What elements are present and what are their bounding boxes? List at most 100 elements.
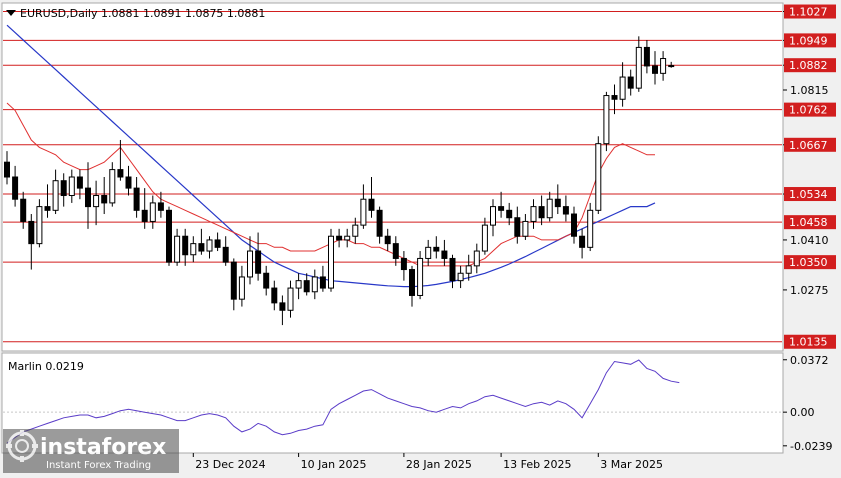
candle-body-down bbox=[166, 209, 172, 263]
candle-body-down bbox=[230, 261, 237, 300]
symbol-header: EURUSD,Daily 1.0881 1.0891 1.0875 1.0881 bbox=[20, 7, 265, 20]
candle-body-down bbox=[125, 176, 132, 189]
candle bbox=[481, 217, 488, 255]
candle bbox=[36, 199, 43, 248]
candle-body-up bbox=[52, 180, 59, 211]
candle-body-up bbox=[295, 280, 302, 289]
candle-body-up bbox=[619, 76, 626, 100]
time-axis: 23 Dec 2024 10 Jan 2025 28 Jan 2025 13 Feb … bbox=[192, 453, 663, 471]
candle-body-up bbox=[473, 250, 480, 267]
candle-body-up bbox=[465, 265, 472, 274]
candle-body-down bbox=[449, 257, 456, 282]
candle bbox=[157, 191, 164, 218]
candle-body-down bbox=[101, 195, 108, 204]
level-tag-1 bbox=[784, 33, 836, 48]
candle-body-down bbox=[384, 235, 391, 245]
candle bbox=[627, 69, 634, 96]
candle-body-down bbox=[579, 235, 586, 248]
candle-body-up bbox=[425, 246, 432, 259]
candle bbox=[263, 265, 270, 296]
candle-body-up bbox=[247, 250, 253, 278]
candle-body-up bbox=[595, 143, 602, 211]
candle bbox=[473, 243, 480, 274]
time-tick-label: 28 Jan 2025 bbox=[406, 458, 472, 471]
candle-body-down bbox=[611, 95, 618, 100]
watermark-brand: instaforex bbox=[40, 435, 166, 460]
candle bbox=[417, 251, 424, 300]
time-tick-label: 10 Jan 2025 bbox=[301, 458, 367, 471]
candle-body-up bbox=[36, 206, 43, 245]
candle bbox=[514, 206, 521, 244]
candle bbox=[44, 184, 51, 218]
symbol-menu-triangle-icon[interactable] bbox=[6, 10, 16, 16]
candle bbox=[603, 91, 610, 152]
candle bbox=[554, 184, 561, 215]
candle bbox=[109, 162, 116, 207]
candle bbox=[311, 269, 318, 300]
candle bbox=[538, 195, 545, 226]
candle bbox=[595, 136, 602, 215]
candle bbox=[190, 236, 197, 263]
candle-body-up bbox=[668, 65, 675, 68]
candle-body-down bbox=[133, 187, 140, 211]
candle-body-down bbox=[271, 287, 278, 304]
candles bbox=[4, 36, 675, 326]
candle bbox=[449, 254, 456, 289]
candle-body-up bbox=[530, 206, 537, 222]
candle-body-up bbox=[206, 239, 213, 252]
candle-body-down bbox=[376, 209, 383, 237]
candle-body-down bbox=[627, 76, 634, 89]
level-tag-label: 1.0135 bbox=[789, 336, 828, 349]
candle bbox=[28, 214, 35, 270]
main-pane[interactable] bbox=[1, 2, 784, 352]
resistance-lines bbox=[3, 11, 782, 343]
candle-body-up bbox=[287, 287, 294, 311]
candle-body-up bbox=[587, 209, 594, 248]
candle bbox=[52, 169, 59, 215]
candle-body-down bbox=[28, 220, 35, 245]
candle bbox=[506, 202, 513, 226]
candle-body-up bbox=[522, 220, 529, 237]
candle bbox=[68, 169, 75, 203]
candle bbox=[571, 206, 577, 244]
candle-body-down bbox=[255, 250, 262, 274]
candle-body-down bbox=[506, 209, 513, 219]
level-tag-label: 1.0882 bbox=[789, 59, 828, 72]
candle bbox=[376, 206, 383, 244]
candle-body-down bbox=[400, 257, 407, 271]
candle-body-up bbox=[603, 95, 610, 145]
candle-body-down bbox=[409, 269, 415, 296]
level-tag-label: 1.0762 bbox=[789, 104, 828, 117]
candle bbox=[93, 180, 100, 226]
candle bbox=[611, 84, 618, 115]
candle-body-up bbox=[352, 224, 359, 237]
candle-body-up bbox=[660, 58, 667, 74]
candle-body-down bbox=[141, 209, 148, 222]
candle-body-up bbox=[93, 195, 100, 208]
time-tick-label: 23 Dec 2024 bbox=[195, 458, 265, 471]
oscillator-label: Marlin 0.0219 bbox=[8, 360, 84, 373]
candle bbox=[117, 139, 124, 181]
candle-body-up bbox=[311, 276, 318, 293]
candle bbox=[198, 228, 205, 255]
candle-body-up bbox=[238, 276, 245, 300]
candle-body-down bbox=[222, 246, 229, 263]
candle-body-down bbox=[441, 250, 448, 259]
candle bbox=[457, 265, 464, 289]
candle-body-down bbox=[368, 198, 375, 211]
candle-body-down bbox=[538, 206, 545, 219]
candle-body-down bbox=[433, 246, 440, 252]
candle bbox=[319, 265, 326, 292]
price-tick-label: 1.0815 bbox=[790, 84, 829, 97]
instaforex-logo-icon bbox=[6, 430, 38, 462]
marlin-line bbox=[6, 359, 680, 444]
level-tag-label: 1.0534 bbox=[789, 188, 828, 201]
candle bbox=[562, 195, 569, 222]
candle-body-down bbox=[303, 280, 310, 293]
candle-body-down bbox=[198, 243, 205, 252]
candle-body-up bbox=[546, 198, 553, 219]
candle bbox=[465, 254, 472, 281]
candle-body-up bbox=[635, 46, 642, 89]
candle bbox=[344, 228, 351, 248]
